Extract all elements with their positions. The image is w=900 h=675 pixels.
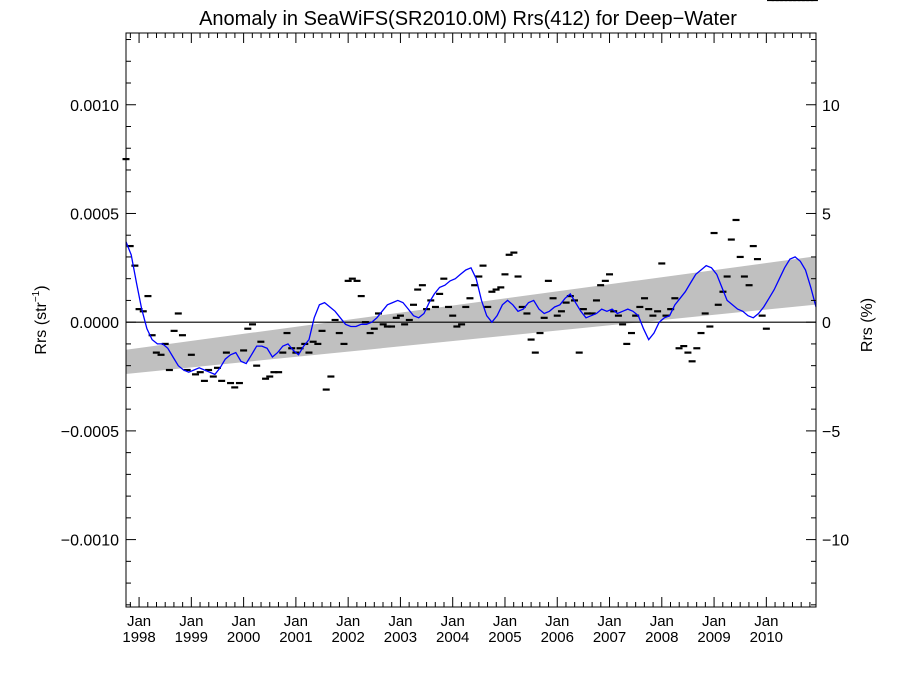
x-tick-label-year: 1998 bbox=[122, 629, 155, 646]
x-tick-label-month: Jan bbox=[284, 613, 308, 630]
smoothed-line-layer bbox=[125, 241, 817, 376]
x-tick-label-month: Jan bbox=[597, 613, 621, 630]
x-tick-label-year: 2006 bbox=[541, 629, 574, 646]
x-tick-label-year: 2010 bbox=[750, 629, 783, 646]
y-axis-right-label: Rrs (%) bbox=[859, 298, 876, 352]
x-tick-label-year: 2001 bbox=[279, 629, 312, 646]
x-tick-label-year: 2002 bbox=[331, 629, 364, 646]
y-right-tick-label: 0 bbox=[822, 315, 831, 332]
y-axis-left-label-close: ) bbox=[33, 285, 50, 290]
anomaly-markers-layer bbox=[122, 0, 818, 391]
x-tick-label-month: Jan bbox=[545, 613, 569, 630]
x-tick-label-month: Jan bbox=[650, 613, 674, 630]
y-left-tick-label: 0.0010 bbox=[70, 98, 119, 115]
x-tick-label-year: 2008 bbox=[645, 629, 678, 646]
y-left-tick-label: −0.0005 bbox=[61, 424, 119, 441]
x-tick-label-month: Jan bbox=[179, 613, 203, 630]
x-tick-label-month: Jan bbox=[702, 613, 726, 630]
axis-ticks-layer: Jan1998Jan1999Jan2000Jan2001Jan2002Jan20… bbox=[61, 33, 849, 646]
x-tick-label-year: 2007 bbox=[593, 629, 626, 646]
trend-band bbox=[126, 256, 816, 374]
x-tick-label-year: 2003 bbox=[384, 629, 417, 646]
smoothed-series-line bbox=[125, 241, 817, 376]
x-tick-label-year: 2000 bbox=[227, 629, 260, 646]
y-axis-left-label: Rrs (str−1) bbox=[31, 285, 50, 354]
x-tick-label-year: 1999 bbox=[175, 629, 208, 646]
y-right-tick-label: −5 bbox=[822, 424, 840, 441]
x-tick-label-month: Jan bbox=[388, 613, 412, 630]
x-tick-label-month: Jan bbox=[232, 613, 256, 630]
x-tick-label-month: Jan bbox=[493, 613, 517, 630]
x-tick-label-year: 2009 bbox=[697, 629, 730, 646]
y-right-tick-label: 10 bbox=[822, 98, 840, 115]
y-right-tick-label: 5 bbox=[822, 206, 831, 223]
x-tick-label-year: 2005 bbox=[488, 629, 521, 646]
y-left-tick-label: −0.0010 bbox=[61, 533, 119, 550]
x-tick-label-month: Jan bbox=[754, 613, 778, 630]
x-tick-label-month: Jan bbox=[441, 613, 465, 630]
chart-title: Anomaly in SeaWiFS(SR2010.0M) Rrs(412) f… bbox=[199, 8, 737, 30]
x-tick-label-month: Jan bbox=[127, 613, 151, 630]
plot-frame bbox=[125, 32, 817, 608]
trend-band-layer bbox=[126, 256, 816, 374]
y-axis-left-label-sup: −1 bbox=[31, 290, 42, 302]
y-axis-left-label-main: Rrs (str bbox=[33, 301, 50, 354]
x-tick-label-month: Jan bbox=[336, 613, 360, 630]
x-tick-label-year: 2004 bbox=[436, 629, 469, 646]
y-left-tick-label: 0.0005 bbox=[70, 206, 119, 223]
y-left-tick-label: 0.0000 bbox=[70, 315, 119, 332]
y-right-tick-label: −10 bbox=[822, 533, 849, 550]
